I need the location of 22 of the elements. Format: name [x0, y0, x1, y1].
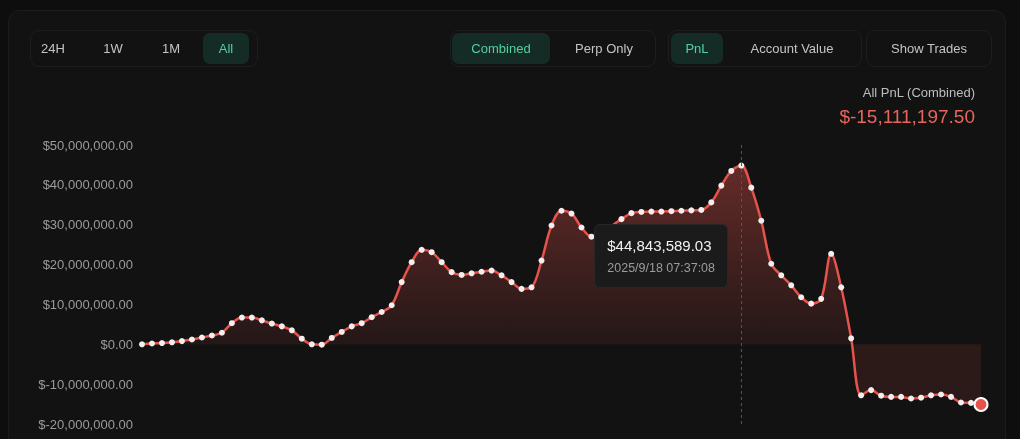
y-tick-label: $30,000,000.00: [42, 217, 133, 233]
tab-button[interactable]: PnL: [671, 33, 723, 64]
annotation: 2025/9/18 07:37:08: [607, 259, 716, 277]
annotation: $44,843,589.03: [607, 235, 713, 256]
y-tick-label: $-20,000,000.00: [38, 416, 133, 432]
y-tick-label: $50,000,000.00: [42, 137, 133, 153]
chart-subtitle: $-15,111,197.50: [839, 106, 975, 128]
tab-button[interactable]: Perp Only: [555, 33, 653, 64]
chart-title: All PnL (Combined): [862, 85, 975, 100]
y-tick-label: $40,000,000.00: [42, 177, 133, 193]
y-tick-label: $10,000,000.00: [42, 296, 133, 312]
tab-button[interactable]: All: [203, 33, 249, 64]
tab-button[interactable]: Account Value: [731, 33, 853, 64]
tab-button[interactable]: 1W: [90, 33, 136, 64]
y-tick-label: $-10,000,000.00: [38, 376, 133, 392]
toggle-button[interactable]: Show Trades: [870, 33, 988, 64]
tab-button[interactable]: 24H: [30, 33, 76, 64]
tooltip-box: $44,843,589.03 2025/9/18 07:37:08: [594, 223, 729, 288]
tab-button[interactable]: Combined: [452, 33, 550, 64]
y-tick-label: $0.00: [100, 336, 133, 352]
y-tick-label: $20,000,000.00: [42, 257, 133, 273]
tab-button[interactable]: 1M: [148, 33, 194, 64]
